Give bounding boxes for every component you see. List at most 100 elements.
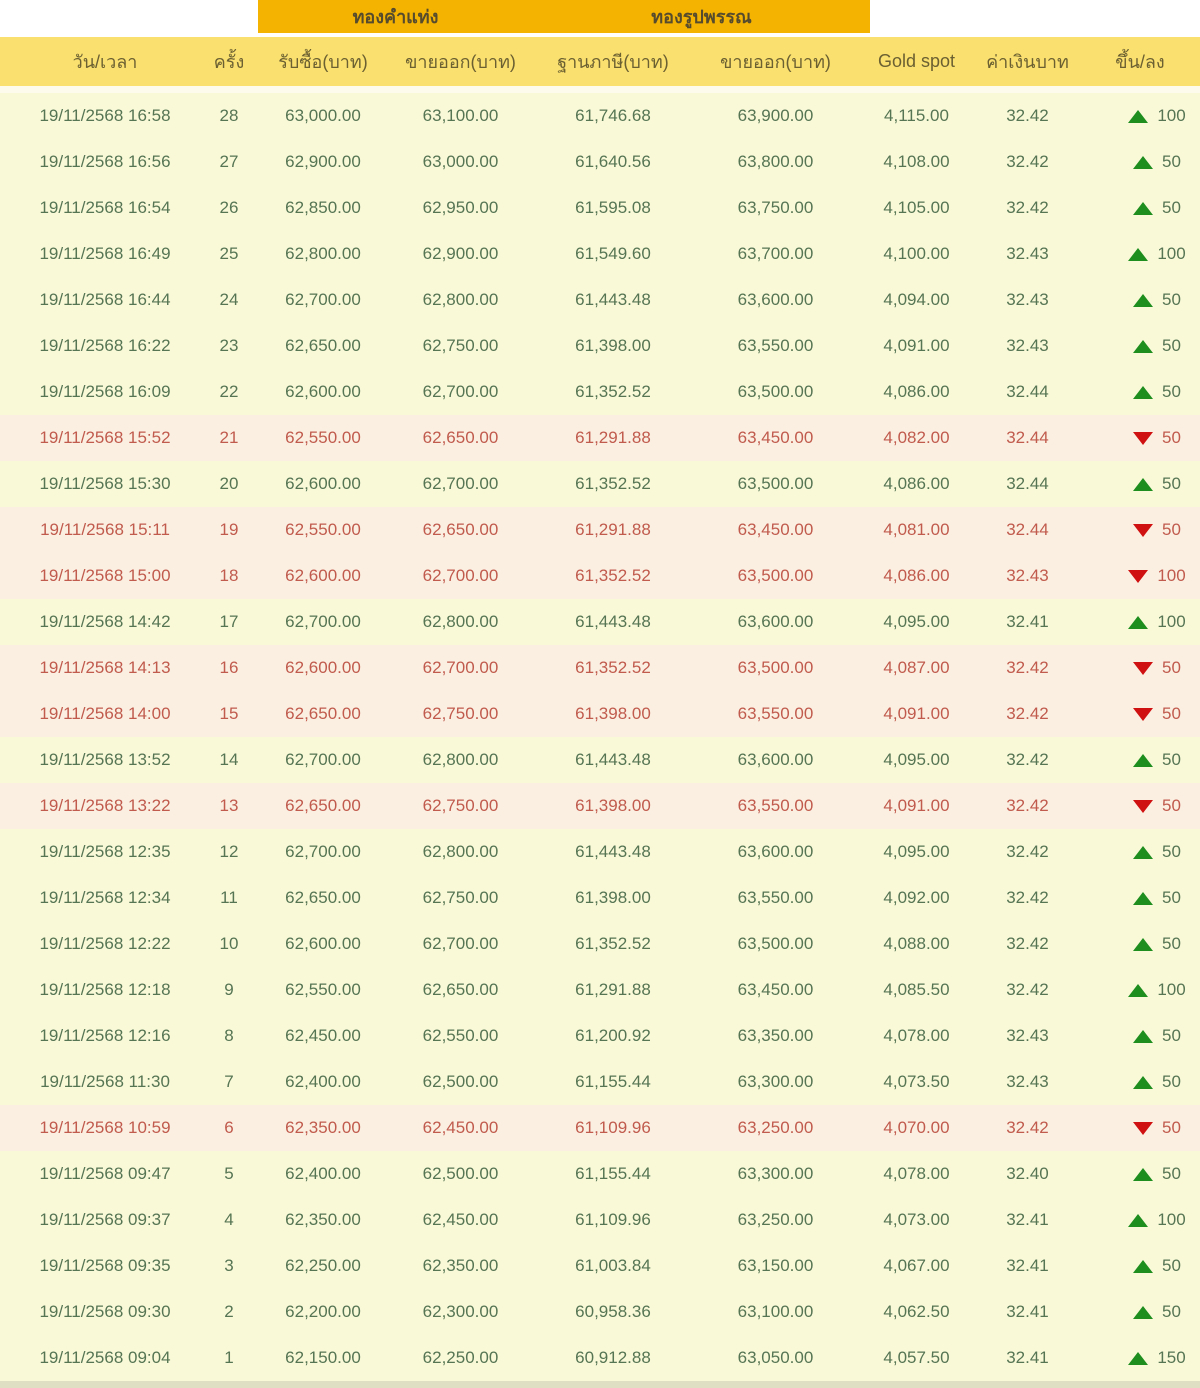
change-value: 50: [1162, 1302, 1181, 1321]
cell-ornament-sell: 63,550.00: [737, 336, 814, 355]
cell-sell: 62,950.00: [422, 198, 499, 217]
table-body: 19/11/2568 16:58 28 63,000.00 63,100.00 61,7…: [0, 93, 1200, 1381]
column-header-count: ครั้ง: [213, 52, 245, 72]
cell-count: 2: [224, 1302, 234, 1321]
up-arrow-icon: [1133, 201, 1154, 215]
cell-sell: 62,750.00: [422, 336, 499, 355]
cell-gold-spot: 4,094.00: [883, 290, 950, 309]
cell-baht-rate: 32.43: [1006, 244, 1049, 263]
cell-baht-rate: 32.42: [1006, 658, 1049, 677]
cell-buy: 62,600.00: [285, 658, 361, 677]
cell-up-down: 50: [1080, 1059, 1200, 1105]
cell-count: 7: [224, 1072, 234, 1091]
table-row: 19/11/2568 14:00 15 62,650.00 62,750.00 61,3…: [0, 691, 1200, 737]
cell-gold-spot: 4,095.00: [883, 750, 950, 769]
cell-datetime: 19/11/2568 16:44: [39, 290, 171, 309]
cell-buy: 62,650.00: [285, 888, 361, 907]
table-row: 19/11/2568 12:18 9 62,550.00 62,650.00 61,29…: [0, 967, 1200, 1013]
column-header-datetime: วัน/เวลา: [72, 52, 138, 72]
table-row: 19/11/2568 16:58 28 63,000.00 63,100.00 61,7…: [0, 93, 1200, 139]
cell-datetime: 19/11/2568 16:22: [39, 336, 171, 355]
cell-datetime: 19/11/2568 16:56: [39, 152, 171, 171]
cell-gold-spot: 4,105.00: [883, 198, 950, 217]
up-arrow-icon: [1128, 247, 1149, 261]
cell-count: 26: [219, 198, 239, 217]
change-value: 50: [1162, 658, 1181, 677]
cell-count: 13: [219, 796, 239, 815]
table-row: 19/11/2568 10:59 6 62,350.00 62,450.00 61,10…: [0, 1105, 1200, 1151]
cell-count: 23: [219, 336, 239, 355]
table-row: 19/11/2568 09:47 5 62,400.00 62,500.00 61,15…: [0, 1151, 1200, 1197]
footer-strip: [0, 1381, 1200, 1388]
cell-baht-rate: 32.44: [1006, 474, 1049, 493]
group-header-gold-bar: ทองคำแท่ง: [258, 0, 533, 33]
cell-ornament-sell: 63,100.00: [737, 1302, 814, 1321]
cell-ornament-sell: 63,800.00: [737, 152, 814, 171]
cell-ornament-sell: 63,350.00: [737, 1026, 814, 1045]
cell-tax-base: 61,595.08: [575, 198, 651, 217]
cell-baht-rate: 32.44: [1006, 520, 1049, 539]
cell-sell: 62,750.00: [422, 704, 499, 723]
table-row: 19/11/2568 09:04 1 62,150.00 62,250.00 60,91…: [0, 1335, 1200, 1381]
cell-buy: 62,400.00: [285, 1072, 361, 1091]
cell-sell: 62,800.00: [422, 612, 499, 631]
cell-buy: 62,850.00: [285, 198, 361, 217]
table-row: 19/11/2568 14:13 16 62,600.00 62,700.00 61,3…: [0, 645, 1200, 691]
cell-datetime: 19/11/2568 09:47: [39, 1164, 171, 1183]
cell-tax-base: 61,746.68: [575, 106, 651, 125]
cell-tax-base: 61,003.84: [575, 1256, 651, 1275]
down-arrow-icon: [1133, 431, 1154, 445]
down-arrow-icon: [1133, 707, 1154, 721]
cell-count: 15: [219, 704, 239, 723]
cell-sell: 62,700.00: [422, 658, 499, 677]
cell-baht-rate: 32.42: [1006, 796, 1049, 815]
change-value: 50: [1162, 1164, 1181, 1183]
up-arrow-icon: [1133, 1029, 1154, 1043]
cell-baht-rate: 32.42: [1006, 934, 1049, 953]
cell-baht-rate: 32.42: [1006, 750, 1049, 769]
cell-baht-rate: 32.43: [1006, 1072, 1049, 1091]
cell-ornament-sell: 63,250.00: [737, 1210, 814, 1229]
cell-ornament-sell: 63,750.00: [737, 198, 814, 217]
cell-up-down: 50: [1080, 783, 1200, 829]
change-value: 50: [1162, 934, 1181, 953]
cell-buy: 62,700.00: [285, 750, 361, 769]
cell-up-down: 50: [1080, 875, 1200, 921]
change-value: 50: [1162, 1256, 1181, 1275]
cell-baht-rate: 32.41: [1006, 1210, 1049, 1229]
change-value: 50: [1162, 1026, 1181, 1045]
cell-ornament-sell: 63,550.00: [737, 704, 814, 723]
cell-up-down: 100: [1080, 1197, 1200, 1243]
cell-gold-spot: 4,086.00: [883, 382, 950, 401]
cell-datetime: 19/11/2568 12:18: [39, 980, 171, 999]
cell-datetime: 19/11/2568 09:37: [39, 1210, 171, 1229]
change-value: 50: [1162, 336, 1181, 355]
cell-ornament-sell: 63,500.00: [737, 934, 814, 953]
cell-up-down: 150: [1080, 1335, 1200, 1381]
change-value: 150: [1157, 1348, 1186, 1367]
cell-up-down: 50: [1080, 277, 1200, 323]
cell-up-down: 50: [1080, 829, 1200, 875]
cell-up-down: 100: [1080, 553, 1200, 599]
cell-count: 9: [224, 980, 234, 999]
cell-tax-base: 61,155.44: [575, 1072, 651, 1091]
cell-tax-base: 61,352.52: [575, 474, 651, 493]
cell-gold-spot: 4,088.00: [883, 934, 950, 953]
cell-buy: 62,600.00: [285, 474, 361, 493]
table-row: 19/11/2568 15:30 20 62,600.00 62,700.00 61,3…: [0, 461, 1200, 507]
cell-ornament-sell: 63,450.00: [737, 428, 814, 447]
cell-gold-spot: 4,082.00: [883, 428, 950, 447]
cell-baht-rate: 32.42: [1006, 152, 1049, 171]
cell-count: 27: [219, 152, 239, 171]
cell-baht-rate: 32.42: [1006, 980, 1049, 999]
cell-tax-base: 61,443.48: [575, 612, 651, 631]
cell-tax-base: 61,200.92: [575, 1026, 651, 1045]
change-value: 50: [1162, 198, 1181, 217]
cell-gold-spot: 4,100.00: [883, 244, 950, 263]
cell-datetime: 19/11/2568 16:09: [39, 382, 171, 401]
column-header-ornament-sell: ขายออก(บาท): [720, 52, 831, 72]
table-row: 19/11/2568 09:37 4 62,350.00 62,450.00 61,10…: [0, 1197, 1200, 1243]
cell-buy: 62,650.00: [285, 796, 361, 815]
table-row: 19/11/2568 09:30 2 62,200.00 62,300.00 60,95…: [0, 1289, 1200, 1335]
cell-buy: 62,700.00: [285, 290, 361, 309]
